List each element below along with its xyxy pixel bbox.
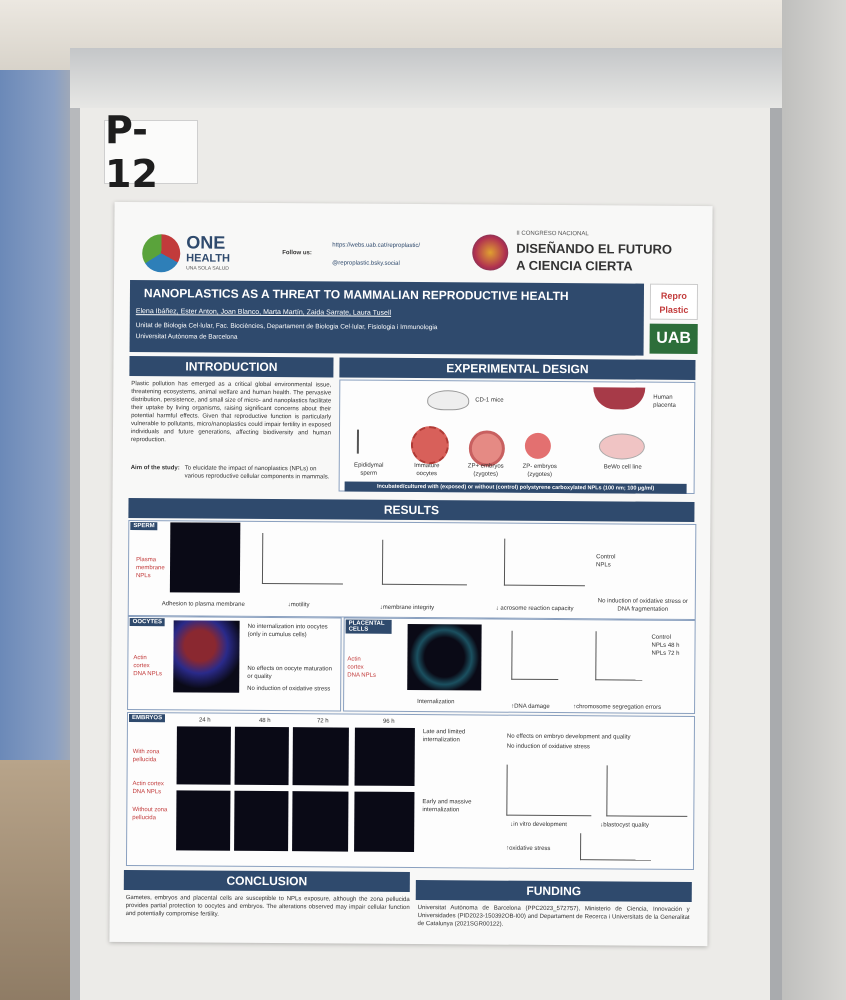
embryo-image-nozp-96h bbox=[354, 791, 415, 853]
uab-logo: UAB bbox=[649, 323, 698, 354]
embryo-stain-legend: Actin cortex DNA NPLs bbox=[132, 781, 164, 796]
oocyte-micrograph bbox=[173, 620, 240, 693]
mouse-icon bbox=[427, 390, 470, 411]
placental-note-internalization: Internalization bbox=[417, 699, 455, 706]
embryo-note-development: ↓in vitro development bbox=[510, 821, 567, 829]
embryo-note-no-effects: No effects on embryo development and qua… bbox=[506, 733, 631, 741]
sperm-motility-plot bbox=[261, 532, 344, 585]
congress-logo: II CONGRESO NACIONAL DISEÑANDO EL FUTURO… bbox=[472, 228, 702, 280]
one-health-logo: ONE HEALTH UNA SOLA SALUD bbox=[142, 232, 272, 277]
dna-damage-plot bbox=[511, 630, 559, 681]
embryo-image-zp-24h bbox=[176, 726, 231, 785]
one-health-sub: HEALTH bbox=[186, 252, 231, 265]
bsky-handle[interactable]: @reproplastic.bsky.social bbox=[332, 260, 400, 267]
design-label-oocytes: Immature oocytes bbox=[414, 463, 440, 478]
sperm-note-acrosome: ↓ acrosome reaction capacity bbox=[495, 605, 574, 613]
sperm-membrane-plot bbox=[381, 539, 468, 586]
aim-label: Aim of the study: bbox=[130, 465, 180, 472]
embryo-time-48h: 48 h bbox=[258, 717, 271, 725]
right-wall bbox=[782, 0, 846, 1000]
sperm-acrosome-plot bbox=[503, 538, 586, 587]
one-health-tagline: UNA SOLA SALUD bbox=[186, 265, 229, 272]
oxidative-stress-plot bbox=[580, 833, 652, 861]
conclusion-heading: CONCLUSION bbox=[123, 870, 410, 892]
zp-plus-embryo-icon bbox=[468, 430, 506, 467]
placental-micrograph bbox=[407, 623, 482, 691]
embryo-time-24h: 24 h bbox=[198, 717, 211, 724]
introduction-heading: INTRODUCTION bbox=[129, 356, 334, 378]
oocytes-stain-legend: Actin cortex DNA NPLs bbox=[133, 655, 163, 678]
embryo-time-96h: 96 h bbox=[382, 718, 395, 725]
embryo-note-oxidative-stress: ↑oxidative stress bbox=[506, 845, 551, 852]
placental-note-dna-damage: ↑DNA damage bbox=[511, 703, 550, 710]
sperm-legend-npls: NPLs bbox=[596, 562, 611, 569]
oocyte-icon bbox=[410, 425, 450, 465]
board-number-label: P-12 bbox=[104, 108, 198, 196]
design-footer: Incubated/cultured with (exposed) or wit… bbox=[344, 481, 687, 494]
board-frame-top bbox=[70, 48, 782, 108]
sperm-note-oxidative: No induction of oxidative stress or DNA … bbox=[597, 598, 688, 613]
embryo-development-plot bbox=[506, 764, 592, 817]
bewo-dish-icon bbox=[598, 433, 645, 460]
sperm-tag: SPERM bbox=[130, 522, 158, 531]
reproplastic-logo: Repro Plastic bbox=[649, 283, 699, 320]
placental-legend-48h: NPLs 48 h bbox=[651, 642, 680, 649]
sperm-icon bbox=[356, 429, 380, 454]
funding-heading: FUNDING bbox=[415, 880, 692, 902]
blastocyst-quality-plot bbox=[606, 765, 688, 817]
one-health-word: ONE bbox=[186, 232, 226, 253]
embryo-note-blastocyst: ↓blastocyst quality bbox=[600, 822, 649, 829]
design-label-zp-minus: ZP- embryos (zygotes) bbox=[522, 463, 557, 478]
embryos-tag: EMBRYOS bbox=[128, 714, 166, 723]
embryo-note-early-internalization: Early and massive internalization bbox=[422, 799, 472, 814]
embryo-image-nozp-72h bbox=[292, 791, 349, 852]
design-label-bewo: BeWo cell line bbox=[603, 464, 642, 471]
funding-body: Universitat Autònoma de Barcelona (PPC20… bbox=[417, 905, 690, 928]
embryo-time-72h: 72 h bbox=[316, 718, 329, 725]
segregation-errors-plot bbox=[595, 631, 643, 681]
congress-line1: II CONGRESO NACIONAL bbox=[516, 230, 589, 238]
sperm-note-adhesion: Adhesion to plasma membrane bbox=[161, 601, 245, 608]
web-link[interactable]: https://webs.uab.cat/reproplastic/ bbox=[332, 242, 421, 250]
embryo-image-nozp-48h bbox=[234, 790, 289, 852]
aim-text: To elucidate the impact of nanoplastics … bbox=[184, 465, 330, 481]
congress-line3: A CIENCIA CIERTA bbox=[516, 257, 633, 274]
embryo-row-without-zp: Without zona pellucida bbox=[132, 807, 168, 822]
one-health-icon bbox=[142, 234, 181, 273]
placental-stain-legend: Actin cortex DNA NPLs bbox=[347, 656, 376, 679]
design-label-zp-plus: ZP+ embryos (zygotes) bbox=[467, 463, 504, 478]
conclusion-body: Gametes, embryos and placental cells are… bbox=[125, 895, 410, 918]
follow-us-label: Follow us: bbox=[282, 250, 312, 257]
placenta-label: Human placenta bbox=[653, 394, 676, 409]
sperm-stain-legend: Plasma membrane NPLs bbox=[135, 557, 165, 580]
results-heading: RESULTS bbox=[128, 498, 695, 522]
embryo-row-with-zp: With zona pellucida bbox=[132, 749, 160, 764]
sperm-note-motility: ↓motility bbox=[287, 602, 310, 609]
design-heading: EXPERIMENTAL DESIGN bbox=[339, 357, 696, 380]
congress-line2: DISEÑANDO EL FUTURO bbox=[516, 240, 673, 257]
embryo-note-no-oxidative: No induction of oxidative stress bbox=[506, 743, 590, 751]
mice-label: CD-1 mice bbox=[475, 397, 504, 404]
oocytes-note-oxidative: No induction of oxidative stress bbox=[247, 685, 331, 693]
placental-legend-control: Control bbox=[651, 634, 671, 641]
zp-minus-embryo-icon bbox=[524, 432, 551, 459]
sperm-micrograph bbox=[169, 522, 241, 593]
oocytes-note-maturation: No effects on oocyte maturation or quali… bbox=[247, 665, 332, 681]
poster: ONE HEALTH UNA SOLA SALUD Follow us: htt… bbox=[109, 201, 713, 947]
placental-legend-72h: NPLs 72 h bbox=[651, 650, 680, 657]
sperm-note-membrane: ↓membrane integrity bbox=[379, 604, 435, 612]
placental-note-segregation: ↑chromosome segregation errors bbox=[573, 704, 662, 711]
embryo-image-zp-96h bbox=[354, 727, 415, 787]
introduction-body: Plastic pollution has emerged as a criti… bbox=[130, 381, 332, 444]
embryo-image-nozp-24h bbox=[176, 790, 231, 851]
oocytes-note-internalization: No internalization into oocytes (only in… bbox=[247, 623, 328, 639]
oocytes-tag: OOCYTES bbox=[129, 618, 166, 627]
design-label-sperm: Epididymal sperm bbox=[354, 462, 384, 477]
congress-icon bbox=[472, 234, 509, 271]
sperm-legend-control: Control bbox=[596, 554, 616, 561]
placental-tag: PLACENTAL CELLS bbox=[345, 619, 392, 634]
embryo-image-zp-72h bbox=[292, 727, 349, 786]
embryo-image-zp-48h bbox=[234, 726, 289, 786]
embryo-note-late-internalization: Late and limited internalization bbox=[422, 729, 466, 744]
